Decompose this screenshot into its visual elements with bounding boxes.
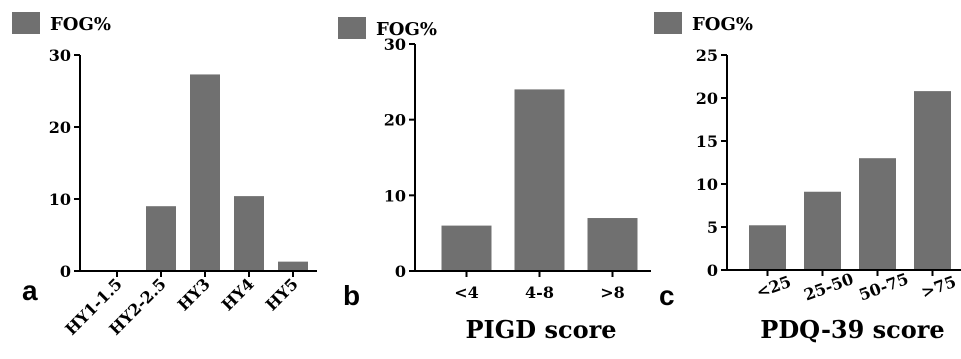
legend-swatch xyxy=(12,12,40,34)
bar->8 xyxy=(587,218,638,271)
bar-4-8 xyxy=(514,89,565,272)
panel-letter: b xyxy=(343,280,360,311)
y-tick-label: 30 xyxy=(384,35,406,54)
x-tick-label: <25 xyxy=(754,272,794,302)
x-tick-label: HY3 xyxy=(174,274,214,314)
y-tick-label: 10 xyxy=(49,190,71,209)
bar-50-75 xyxy=(859,158,896,270)
legend-label: FOG% xyxy=(692,14,753,35)
y-tick-label: 0 xyxy=(395,262,406,281)
x-tick-label: <4 xyxy=(454,283,479,302)
y-tick-label: 10 xyxy=(384,186,406,205)
y-tick-label: 20 xyxy=(49,118,71,137)
chart-panel-c: FOG% <25 25-50 50-75 >75 0 5 10 15 20 25 PDQ-39 sco… xyxy=(654,12,961,344)
y-tick-label: 10 xyxy=(696,175,718,194)
bar->75 xyxy=(914,91,951,271)
bar-HY3 xyxy=(190,74,220,271)
y-tick-label: 20 xyxy=(696,89,718,108)
bar-HY2-2.5 xyxy=(146,206,176,271)
panel-letter: a xyxy=(22,275,38,306)
chart-panel-b: FOG% <4 4-8 >8 0 10 20 30 PIGD score b xyxy=(338,17,651,344)
panel-letter: c xyxy=(659,280,675,311)
y-tick-label: 30 xyxy=(49,46,71,65)
legend-label: FOG% xyxy=(50,14,111,35)
y-tick-label: 20 xyxy=(384,111,406,130)
legend-label: FOG% xyxy=(376,19,437,40)
x-tick-label: 50-75 xyxy=(856,269,911,304)
bar-<25 xyxy=(749,225,786,270)
y-tick-label: 15 xyxy=(696,132,718,151)
y-tick-label: 25 xyxy=(696,46,718,65)
x-axis-title: PIGD score xyxy=(466,315,617,344)
legend-swatch xyxy=(338,17,366,39)
x-tick-label: HY4 xyxy=(218,274,258,314)
bar-HY5 xyxy=(278,261,308,271)
x-tick-label: 4-8 xyxy=(525,283,554,302)
x-tick-label: 25-50 xyxy=(801,269,856,304)
bar-<4 xyxy=(441,225,492,271)
y-tick-label: 5 xyxy=(707,218,718,237)
x-axis-title: PDQ-39 score xyxy=(760,315,944,344)
y-tick-label: 0 xyxy=(707,261,718,280)
bar-25-50 xyxy=(804,191,841,270)
x-tick-label: HY5 xyxy=(262,274,302,314)
x-tick-label: >75 xyxy=(919,272,959,302)
x-tick-label: >8 xyxy=(600,283,625,302)
legend-swatch xyxy=(654,12,682,34)
y-tick-label: 0 xyxy=(60,262,71,281)
bar-HY4 xyxy=(234,196,264,271)
